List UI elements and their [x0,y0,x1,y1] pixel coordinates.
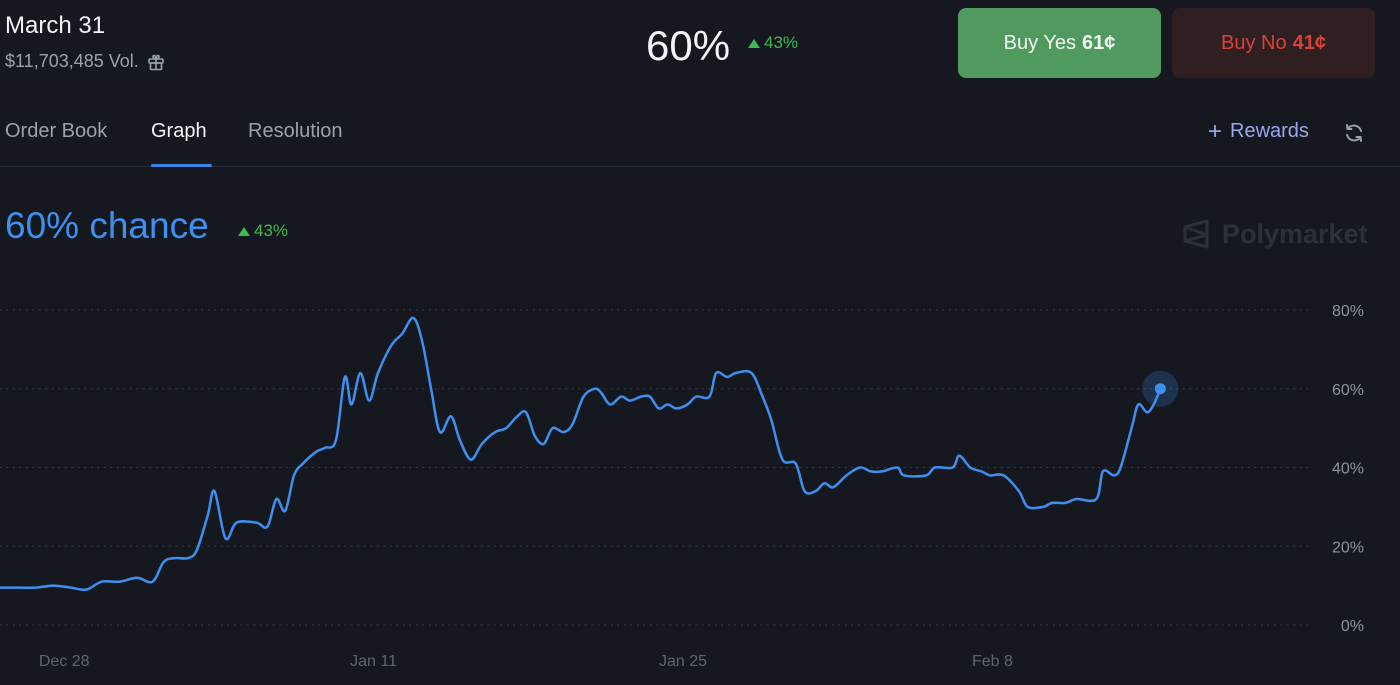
buy-no-label: Buy No [1221,31,1287,54]
buy-no-price: 41¢ [1292,31,1326,54]
y-tick-label: 20% [1332,539,1364,556]
chance-delta-value: 43% [254,221,289,240]
brand-name: Polymarket [1222,218,1368,249]
arrow-up-icon [238,226,250,236]
chart-grid [0,309,1310,626]
last-point-marker[interactable] [1154,383,1166,395]
x-tick-label: Dec 28 [39,653,90,670]
y-axis: 80% 60% 40% 20% 0% [1332,303,1364,635]
header-delta-value: 43% [764,33,799,52]
volume-row: $11,703,485 Vol. [5,51,165,72]
active-tab-indicator [151,164,212,167]
y-tick-label: 60% [1332,382,1364,399]
series-line [0,316,1162,592]
refresh-icon[interactable] [1343,122,1365,144]
market-title: March 31 [5,12,106,39]
header-delta-badge: 43% [748,33,798,53]
rewards-button[interactable]: + Rewards [1208,117,1309,145]
x-tick-label: Jan 25 [659,653,707,670]
price-chart[interactable]: 80% 60% 40% 20% 0% Dec 28 Jan 11 Jan 25 Feb 8 [0,270,1400,685]
x-tick-label: Jan 11 [350,653,397,670]
buy-yes-price: 61¢ [1081,31,1116,54]
arrow-up-icon [748,38,760,48]
rewards-label: Rewards [1230,120,1309,142]
polymarket-logo-icon [1183,219,1209,249]
x-tick-label: Feb 8 [972,653,1013,670]
buy-yes-button[interactable]: Buy Yes 61¢ [958,8,1161,78]
buy-yes-label: Buy Yes [1003,31,1076,54]
y-tick-label: 40% [1332,461,1364,478]
chance-headline: 60% chance [5,205,209,246]
gift-icon[interactable] [147,53,165,71]
chance-delta-badge: 43% [238,221,288,241]
tab-order-book[interactable]: Order Book [5,120,108,142]
polymarket-watermark: Polymarket [1180,218,1368,250]
plus-icon: + [1208,117,1223,145]
x-axis: Dec 28 Jan 11 Jan 25 Feb 8 [39,653,1013,670]
tab-graph[interactable]: Graph [151,120,207,142]
tabs-divider [0,166,1400,167]
volume-text: $11,703,485 Vol. [5,51,139,71]
header-probability: 60% [646,22,731,69]
buy-no-button[interactable]: Buy No 41¢ [1172,8,1375,78]
tab-resolution[interactable]: Resolution [248,120,343,142]
y-tick-label: 0% [1341,618,1364,635]
y-tick-label: 80% [1332,303,1364,320]
